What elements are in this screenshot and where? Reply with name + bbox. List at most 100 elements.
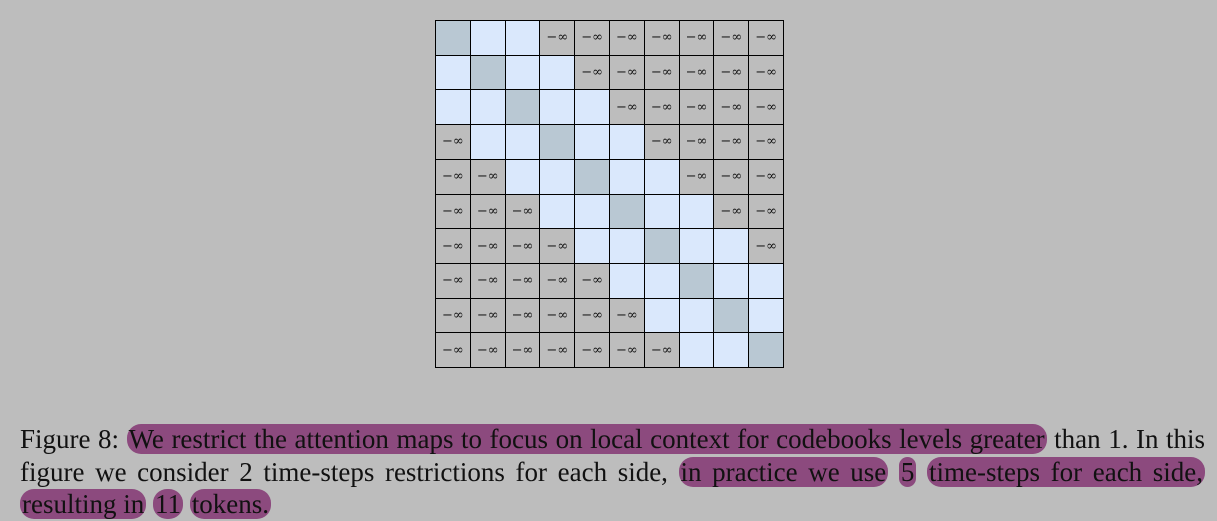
mask-cell-masked: −∞ [749,229,783,263]
mask-cell-diagonal [505,90,540,125]
mask-cell-masked: −∞ [679,90,714,125]
mask-cell-masked: −∞ [609,21,644,55]
mask-cell-allowed [505,159,540,194]
mask-cell-masked: −∞ [575,298,609,333]
mask-cell-masked: −∞ [714,194,749,229]
mask-cell-allowed [505,55,540,90]
mask-cell-masked: −∞ [609,298,644,333]
mask-cell-masked: −∞ [470,298,505,333]
mask-cell-allowed [679,194,714,229]
mask-cell-allowed [575,194,609,229]
mask-cell-allowed [749,263,783,298]
mask-cell-allowed [714,333,749,367]
mask-cell-masked: −∞ [470,194,505,229]
mask-cell-masked: −∞ [505,229,540,263]
mask-cell-allowed [609,229,644,263]
mask-cell-masked: −∞ [540,333,575,367]
mask-cell-masked: −∞ [714,21,749,55]
mask-cell-masked: −∞ [679,125,714,159]
mask-cell-allowed [505,125,540,159]
mask-cell-diagonal [436,21,470,55]
mask-cell-allowed [505,21,540,55]
mask-cell-masked: −∞ [714,125,749,159]
figure-label: Figure 8: [20,424,120,454]
mask-cell-allowed [609,125,644,159]
mask-cell-allowed [714,263,749,298]
mask-cell-allowed [436,55,470,90]
mask-cell-allowed [470,21,505,55]
mask-cell-masked: −∞ [714,90,749,125]
mask-cell-allowed [470,125,505,159]
mask-cell-diagonal [540,125,575,159]
mask-cell-masked: −∞ [749,90,783,125]
mask-cell-allowed [436,90,470,125]
mask-cell-masked: −∞ [575,263,609,298]
mask-cell-masked: −∞ [714,159,749,194]
mask-cell-masked: −∞ [644,90,679,125]
mask-cell-masked: −∞ [505,298,540,333]
caption-highlight-3: 5 [898,456,917,487]
caption-highlight-5: 11 [153,489,183,519]
mask-cell-masked: −∞ [644,21,679,55]
caption-text-2: than 1. In this figure we consider 2 tim… [20,424,1206,487]
mask-cell-allowed [540,55,575,90]
mask-cell-allowed [644,263,679,298]
mask-cell-masked: −∞ [436,333,470,367]
mask-cell-allowed [644,194,679,229]
mask-cell-diagonal [470,55,505,90]
mask-cell-masked: −∞ [540,263,575,298]
mask-cell-masked: −∞ [470,333,505,367]
mask-cell-allowed [644,298,679,333]
mask-cell-allowed [679,333,714,367]
mask-cell-masked: −∞ [575,333,609,367]
mask-cell-allowed [575,229,609,263]
caption-highlight-1: We restrict the attention maps to focus … [126,424,1047,454]
mask-cell-masked: −∞ [505,263,540,298]
mask-cell-allowed [714,229,749,263]
mask-cell-masked: −∞ [505,194,540,229]
mask-cell-masked: −∞ [644,333,679,367]
caption-highlight-2: in practice we use [678,456,889,487]
mask-cell-masked: −∞ [714,55,749,90]
mask-cell-masked: −∞ [540,229,575,263]
mask-cell-masked: −∞ [575,21,609,55]
mask-cell-allowed [470,90,505,125]
mask-cell-masked: −∞ [609,90,644,125]
mask-cell-masked: −∞ [644,125,679,159]
mask-cell-masked: −∞ [749,159,783,194]
mask-cell-masked: −∞ [749,194,783,229]
mask-cell-masked: −∞ [679,55,714,90]
mask-cell-diagonal [714,298,749,333]
mask-cell-diagonal [644,229,679,263]
mask-cell-allowed [679,229,714,263]
mask-cell-diagonal [749,333,783,367]
mask-cell-masked: −∞ [470,263,505,298]
mask-cell-masked: −∞ [470,229,505,263]
mask-cell-masked: −∞ [505,333,540,367]
mask-cell-masked: −∞ [644,55,679,90]
mask-cell-masked: −∞ [749,55,783,90]
mask-cell-allowed [679,298,714,333]
mask-cell-allowed [540,90,575,125]
mask-cell-masked: −∞ [436,194,470,229]
mask-cell-masked: −∞ [540,298,575,333]
mask-cell-masked: −∞ [540,21,575,55]
mask-cell-masked: −∞ [436,229,470,263]
mask-cell-masked: −∞ [749,125,783,159]
mask-cell-allowed [575,125,609,159]
attention-mask-matrix: −∞ −∞ −∞ −∞ −∞ −∞ −∞ −∞ −∞ −∞ −∞ −∞ −∞ −∞ −∞ −∞ −∞ −∞ −∞ −∞… [435,20,784,368]
mask-cell-masked: −∞ [749,21,783,55]
mask-cell-allowed [575,90,609,125]
mask-cell-allowed [749,298,783,333]
mask-cell-masked: −∞ [679,21,714,55]
mask-cell-allowed [644,159,679,194]
mask-cell-masked: −∞ [679,159,714,194]
mask-cell-masked: −∞ [470,159,505,194]
mask-cell-allowed [540,194,575,229]
mask-cell-masked: −∞ [575,55,609,90]
mask-cell-masked: −∞ [436,125,470,159]
mask-cell-diagonal [609,194,644,229]
mask-cell-allowed [609,159,644,194]
mask-cell-diagonal [679,263,714,298]
mask-cell-allowed [609,263,644,298]
